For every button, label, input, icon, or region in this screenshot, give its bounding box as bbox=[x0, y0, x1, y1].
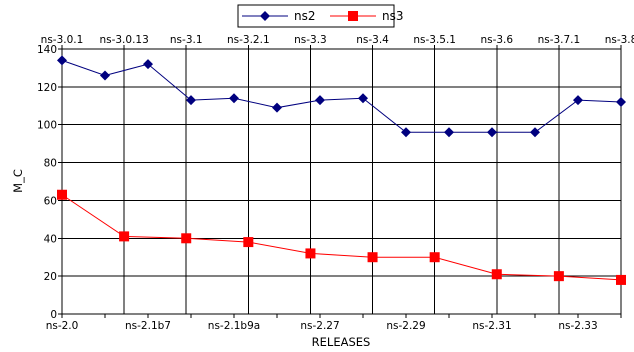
data-point-ns2 bbox=[100, 70, 110, 81]
bottom-tick-label: ns-2.31 bbox=[472, 320, 511, 332]
legend-label-ns2: ns2 bbox=[294, 9, 316, 23]
series-line-ns2 bbox=[61, 59, 622, 133]
data-point-ns2 bbox=[315, 95, 325, 106]
data-point-ns3 bbox=[429, 252, 440, 263]
bottom-axis: ns-2.0 ns-2.1b7 ns-2.1b9a ns-2.27 ns-2.29 ns-… bbox=[46, 314, 622, 332]
top-tick-label: ns-3.3 bbox=[294, 34, 327, 46]
data-point-ns2 bbox=[530, 127, 540, 138]
y-tick-label: 80 bbox=[44, 158, 57, 170]
top-tick-label: ns-3.1 bbox=[170, 34, 203, 46]
legend-marker-ns3 bbox=[348, 11, 358, 21]
data-point-ns2 bbox=[444, 127, 454, 138]
y-tick-label: 60 bbox=[44, 195, 57, 207]
data-point-ns3 bbox=[243, 237, 254, 248]
data-point-ns3 bbox=[553, 271, 564, 282]
plot-frame bbox=[61, 48, 622, 315]
y-tick-label: 40 bbox=[44, 233, 57, 245]
data-point-ns2 bbox=[358, 93, 368, 104]
y-tick-label: 140 bbox=[37, 44, 57, 56]
data-point-ns3 bbox=[181, 233, 192, 244]
data-point-ns3 bbox=[305, 248, 316, 259]
x-axis-title: RELEASES bbox=[312, 335, 371, 349]
bottom-tick-label: ns-2.27 bbox=[300, 320, 339, 332]
top-tick-label: ns-3.2.1 bbox=[227, 34, 270, 46]
data-point-ns2 bbox=[229, 93, 239, 104]
y-tick-label: 120 bbox=[37, 82, 57, 94]
legend: ns2 ns3 bbox=[237, 4, 404, 28]
y-axis-title: M_C bbox=[11, 169, 25, 193]
data-point-ns3 bbox=[57, 189, 67, 200]
bottom-tick-label: ns-2.1b7 bbox=[125, 320, 171, 332]
data-point-ns2 bbox=[487, 127, 497, 138]
data-point-ns2 bbox=[272, 102, 282, 113]
data-point-ns2 bbox=[616, 97, 626, 107]
data-point-ns3 bbox=[616, 274, 626, 285]
legend-marker-ns2 bbox=[260, 11, 270, 21]
data-point-ns2 bbox=[186, 95, 196, 106]
top-tick-label: ns-3.0.1 bbox=[41, 34, 84, 46]
legend-label-ns3: ns3 bbox=[382, 9, 404, 23]
bottom-tick-label: ns-2.0 bbox=[46, 320, 79, 332]
top-tick-label: ns-3.4 bbox=[356, 34, 389, 46]
series-line-ns3 bbox=[61, 194, 622, 281]
bottom-tick-label: ns-2.29 bbox=[386, 320, 425, 332]
data-point-ns2 bbox=[401, 127, 411, 138]
y-axis: 0 20 40 60 80 100 120 140 bbox=[37, 44, 62, 321]
data-point-ns3 bbox=[491, 269, 502, 280]
top-tick-label: ns-3.7.1 bbox=[538, 34, 581, 46]
y-tick-label: 100 bbox=[37, 120, 57, 132]
y-tick-label: 20 bbox=[44, 271, 57, 283]
grid bbox=[62, 48, 621, 315]
data-point-ns2 bbox=[57, 55, 67, 66]
top-tick-label: ns-3.5.1 bbox=[413, 34, 456, 46]
bottom-tick-label: ns-2.1b9a bbox=[208, 320, 260, 332]
data-point-ns3 bbox=[367, 252, 378, 263]
bottom-tick-label: ns-2.33 bbox=[558, 320, 597, 332]
data-point-ns2 bbox=[573, 95, 583, 106]
top-tick-label: ns-3.8 bbox=[605, 34, 634, 46]
top-tick-label: ns-3.0.13 bbox=[99, 34, 148, 46]
y-tick-label: 0 bbox=[50, 309, 57, 321]
legend-box bbox=[237, 4, 395, 28]
top-axis: ns-3.0.1 ns-3.0.13 ns-3.1 ns-3.2.1 ns-3.3 ns-… bbox=[41, 34, 634, 49]
data-point-ns2 bbox=[143, 59, 153, 70]
data-point-ns3 bbox=[119, 231, 130, 242]
top-tick-label: ns-3.6 bbox=[480, 34, 513, 46]
series-layer bbox=[57, 55, 626, 285]
